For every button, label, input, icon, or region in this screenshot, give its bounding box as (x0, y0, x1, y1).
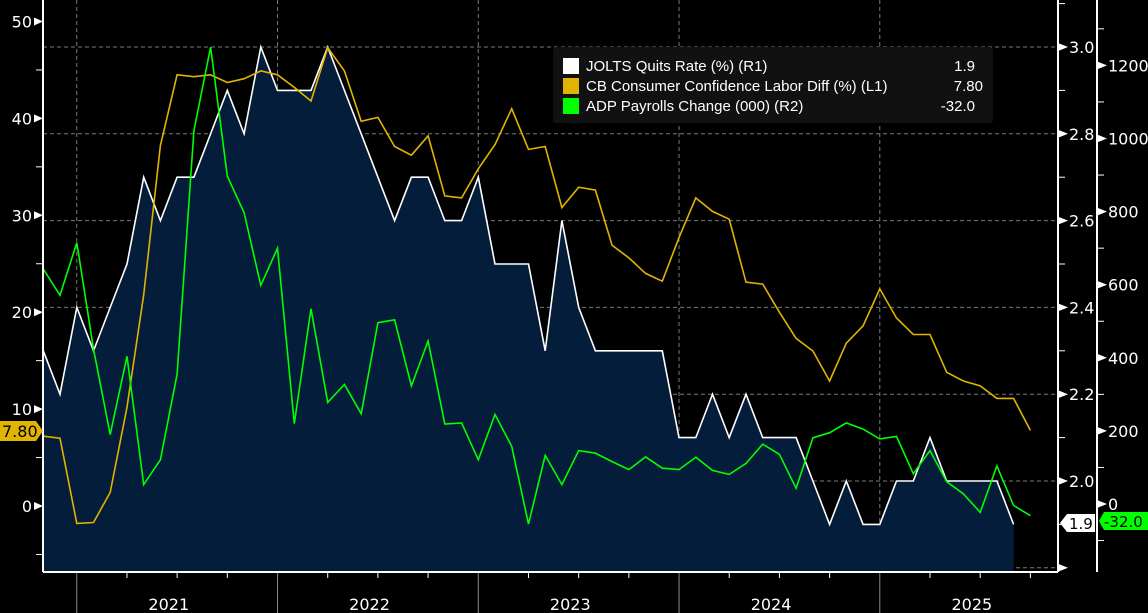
tag-cb-last: 7.80 (0, 421, 43, 441)
jolts-area (43, 47, 1014, 572)
legend-item-cb[interactable]: CB Consumer Confidence Labor Diff (%) (L… (563, 76, 983, 96)
tag-adp-value: -32.0 (1104, 513, 1143, 531)
r1-tick-marker (1058, 303, 1068, 312)
r2-tick-label: 400 (1108, 349, 1139, 368)
tag-jolts-value: 1.9 (1069, 515, 1093, 533)
left-tick-marker (34, 114, 43, 123)
r1-tick-label: 2.4 (1069, 298, 1094, 317)
legend-label: ADP Payrolls Change (000) (R2) (586, 97, 804, 115)
legend-value: 1.9 (954, 57, 975, 75)
r2-tick-label: 1000 (1108, 130, 1148, 149)
r2-tick-marker (1097, 134, 1107, 143)
r2-tick-label: 200 (1108, 422, 1139, 441)
last-value-tags: 7.80 1.9 -32.0 (0, 421, 1148, 533)
left-tick-label: 10 (12, 400, 32, 419)
r1-tick-marker (1058, 216, 1068, 225)
x-tick-label: 2023 (550, 595, 591, 613)
left-tick-label: 50 (12, 13, 32, 32)
r2-tick-label: 0 (1108, 495, 1118, 514)
x-tick-label: 2024 (751, 595, 792, 613)
series-line-0 (42, 44, 1015, 527)
r2-tick-label: 1200 (1108, 56, 1148, 75)
r1-tick-label: 3.0 (1069, 38, 1094, 57)
r1-tick-marker (1058, 563, 1068, 572)
x-tick-label: 2021 (148, 595, 189, 613)
left-tick-label: 40 (12, 109, 32, 128)
area-fill-0 (43, 47, 1014, 572)
left-tick-label: 30 (12, 206, 32, 225)
tag-cb-value: 7.80 (2, 422, 38, 441)
left-tick-marker (34, 211, 43, 220)
legend-value: -32.0 (940, 97, 975, 115)
legend-swatch-white (563, 58, 579, 74)
r2-tick-marker (1097, 353, 1107, 362)
tag-adp-last: -32.0 (1099, 512, 1148, 531)
r1-tick-marker (1058, 390, 1068, 399)
left-tick-marker (34, 17, 43, 26)
r1-tick-label: 2.6 (1069, 212, 1094, 231)
tag-jolts-last: 1.9 (1060, 514, 1095, 533)
legend-swatch-green (563, 98, 579, 114)
left-tick-label: 0 (22, 497, 32, 516)
series-line-2 (42, 46, 1031, 525)
r2-tick-marker (1097, 500, 1107, 508)
legend-label: CB Consumer Confidence Labor Diff (%) (L… (586, 77, 888, 95)
legend-swatch-gold (563, 78, 579, 94)
r2-tick-marker (1097, 207, 1107, 216)
r1-tick-marker (1058, 477, 1068, 485)
legend: JOLTS Quits Rate (%) (R1) 1.9 CB Consume… (553, 47, 993, 123)
series-lines (42, 44, 1032, 527)
r1-tick-label: 2.8 (1069, 125, 1094, 144)
left-tick-marker (34, 502, 43, 510)
left-tick-label: 20 (12, 303, 32, 322)
r1-tick-label: 2.0 (1069, 472, 1094, 491)
r1-tick-marker (1058, 129, 1068, 138)
legend-item-jolts[interactable]: JOLTS Quits Rate (%) (R1) 1.9 (563, 56, 983, 76)
r1-tick-label: 2.2 (1069, 385, 1094, 404)
r1-tick-marker (1058, 43, 1068, 51)
left-tick-marker (34, 405, 43, 414)
x-tick-label: 2022 (349, 595, 390, 613)
r2-tick-marker (1097, 426, 1107, 435)
r2-tick-marker (1097, 280, 1107, 289)
x-tick-label: 2025 (951, 595, 992, 613)
r2-tick-label: 800 (1108, 203, 1139, 222)
r2-tick-label: 600 (1108, 276, 1139, 295)
legend-label: JOLTS Quits Rate (%) (R1) (586, 57, 768, 75)
axes: 2021 2022 2023 2024 2025 0 10 20 30 40 50 2.0 2.2 2.4… (12, 0, 1148, 613)
legend-value: 7.80 (953, 77, 983, 95)
r2-tick-marker (1097, 61, 1107, 70)
legend-item-adp[interactable]: ADP Payrolls Change (000) (R2) -32.0 (563, 96, 983, 116)
series-line-1 (43, 45, 1032, 525)
left-tick-marker (34, 308, 43, 317)
